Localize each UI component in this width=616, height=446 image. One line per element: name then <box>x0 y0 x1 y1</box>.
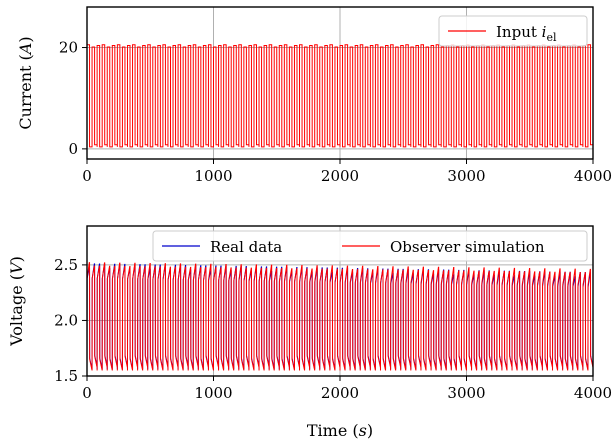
voltage-ytick-label-2: 2.5 <box>54 256 78 274</box>
current-panel: 0 1000 2000 3000 4000 0 20 Current (A) Input i… <box>16 6 612 185</box>
voltage-xtick-label-2: 2000 <box>321 384 359 402</box>
current-series-input-i-el <box>87 44 593 148</box>
voltage-panel: 0 1000 2000 3000 4000 1.5 2.0 2.5 Voltage (V) T… <box>7 225 612 440</box>
voltage-series-observer-simulation <box>87 262 593 371</box>
current-xtick-label-1: 1000 <box>194 167 232 185</box>
voltage-ticks: 0 1000 2000 3000 4000 1.5 2.0 2.5 <box>54 256 612 402</box>
current-xtick-label-2: 2000 <box>321 167 359 185</box>
current-xtick-label-0: 0 <box>82 167 92 185</box>
legend-input-base: Input <box>496 23 542 41</box>
current-ylabel: Current (A) <box>16 36 35 129</box>
current-ytick-label-0: 0 <box>68 140 78 158</box>
legend-input-math: i <box>542 23 547 41</box>
current-ytick-label-1: 20 <box>59 39 78 57</box>
current-ticks: 0 1000 2000 3000 4000 0 20 <box>59 39 612 185</box>
voltage-legend: Real data Observer simulation <box>152 230 588 262</box>
time-xlabel: Time (s) <box>307 421 373 440</box>
current-series <box>87 44 593 148</box>
voltage-xtick-label-1: 1000 <box>194 384 232 402</box>
current-legend-frame <box>438 15 588 47</box>
voltage-ytick-label-1: 2.0 <box>54 311 78 329</box>
current-xtick-label-3: 3000 <box>447 167 485 185</box>
voltage-series <box>87 262 593 371</box>
voltage-legend-label-observer: Observer simulation <box>390 238 545 256</box>
current-legend-label-input: Input iel <box>496 23 557 44</box>
voltage-xtick-label-0: 0 <box>82 384 92 402</box>
current-legend: Input iel <box>438 15 588 47</box>
voltage-ytick-label-0: 1.5 <box>54 367 78 385</box>
voltage-legend-label-real: Real data <box>210 238 282 256</box>
legend-input-sub: el <box>546 31 557 44</box>
voltage-ylabel: Voltage (V) <box>7 256 26 347</box>
voltage-xtick-label-3: 3000 <box>447 384 485 402</box>
current-xtick-label-4: 4000 <box>574 167 612 185</box>
voltage-xtick-label-4: 4000 <box>574 384 612 402</box>
